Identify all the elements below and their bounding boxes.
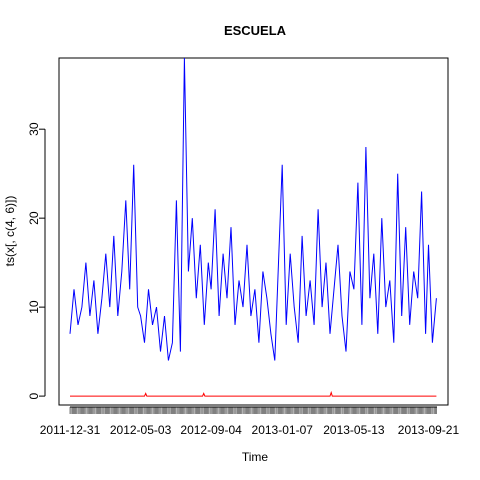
series-line-1: [69, 57, 437, 361]
series-layer: [69, 57, 437, 397]
y-tick-label: 10: [27, 300, 41, 314]
x-tick-label: 2013-09-21: [398, 423, 460, 437]
x-tick-label: 2013-01-07: [252, 423, 314, 437]
y-tick-label: 30: [27, 122, 41, 136]
y-tick-label: 20: [27, 211, 41, 225]
plot-frame: [58, 57, 449, 406]
x-tick-label: 2013-05-13: [323, 423, 385, 437]
x-tick-label: 2011-12-31: [40, 423, 101, 437]
y-tick-label: 0: [27, 392, 41, 399]
chart-title: ESCUELA: [224, 23, 287, 38]
x-tick-label: 2012-09-04: [180, 423, 242, 437]
x-axis-label: Time: [242, 450, 269, 464]
x-tick-label: 2012-05-03: [110, 423, 172, 437]
x-axis: 2011-12-31 2012-05-03 2012-09-04 2013-01-07…: [40, 406, 460, 437]
y-axis-label: ts(x[, c(4, 6)]): [3, 196, 17, 267]
series-line-2: [70, 390, 437, 397]
y-axis: 0 10 20 30: [27, 122, 46, 399]
x-ticks: [69, 407, 437, 414]
